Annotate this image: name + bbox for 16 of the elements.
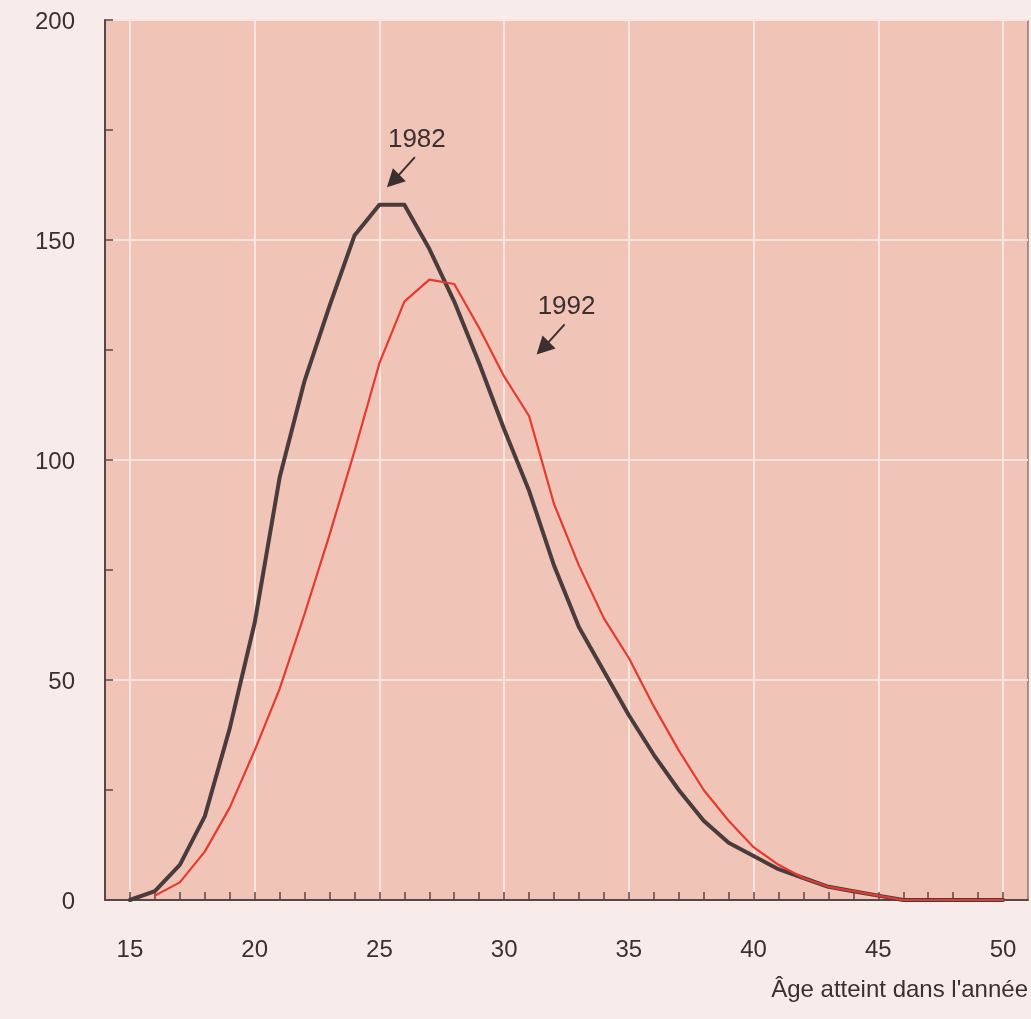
y-tick-label: 0: [61, 886, 75, 914]
y-tick-label: 200: [34, 6, 75, 34]
x-tick-label: 30: [490, 934, 518, 962]
x-tick-label: 50: [989, 934, 1017, 962]
text: 1992: [537, 290, 596, 321]
x-tick-label: 15: [116, 934, 144, 962]
series-label: 1982: [387, 123, 446, 154]
x-axis-title: Âge atteint dans l'année: [771, 974, 1028, 1002]
y-tick-label: 100: [34, 446, 75, 474]
y-tick-label: 50: [48, 666, 75, 694]
x-tick-label: 45: [864, 934, 892, 962]
x-tick-label: 35: [615, 934, 643, 962]
x-tick-label: 25: [366, 934, 393, 962]
y-tick-label: 150: [34, 226, 75, 254]
x-tick-label: 40: [740, 934, 767, 962]
x-tick-label: 20: [241, 934, 269, 962]
